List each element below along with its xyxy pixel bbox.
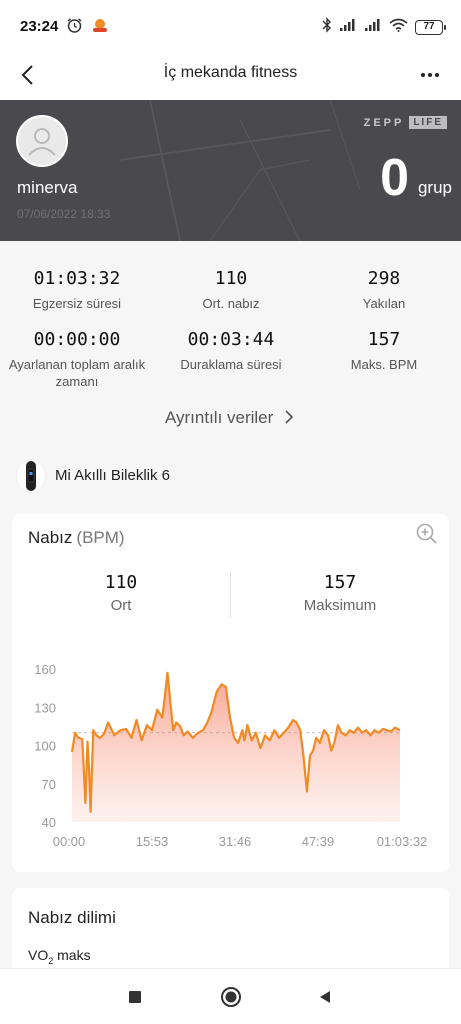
more-button[interactable] xyxy=(415,62,445,88)
signal-icon xyxy=(339,18,357,37)
hr-zone-title: Nabız dilimi xyxy=(28,908,116,927)
fitness-band-icon xyxy=(16,459,46,493)
stat-interval-time: 00:00:00 Ayarlanan toplam aralık zamanı xyxy=(8,329,146,389)
y-tick-label: 160 xyxy=(34,662,56,677)
avatar[interactable] xyxy=(16,115,68,167)
back-nav-icon xyxy=(320,991,330,1003)
x-tick-label: 31:46 xyxy=(219,834,252,849)
page-title: İç mekanda fitness xyxy=(163,64,298,81)
heart-rate-card: Nabız (BPM) 110 Ort 157 Maksimum 160 130 10… xyxy=(12,514,449,872)
hero-value: 0 xyxy=(380,149,409,207)
app-bar: İç mekanda fitness xyxy=(0,52,461,100)
more-icon xyxy=(421,73,425,77)
brand-logo: ZEPP LIFE xyxy=(364,116,447,129)
max-hr-stat: 157 Maksimum xyxy=(303,572,377,614)
username: minerva xyxy=(17,178,78,197)
bluetooth-icon xyxy=(322,17,332,38)
device-row[interactable]: Mi Akıllı Bileklik 6 xyxy=(0,455,461,499)
zoom-button[interactable] xyxy=(415,522,439,546)
user-icon xyxy=(28,128,56,156)
heart-rate-title: Nabız (BPM) xyxy=(28,528,125,547)
status-bar: 23:24 77 xyxy=(0,0,461,52)
workout-hero: minerva 07/06/2022 18:33 ZEPP LIFE 0 gru… xyxy=(0,100,461,241)
y-tick-label: 70 xyxy=(42,777,56,792)
heart-rate-area xyxy=(72,672,400,822)
home-button[interactable] xyxy=(216,984,246,1010)
workout-datetime: 07/06/2022 18:33 xyxy=(17,207,111,221)
zoom-in-icon xyxy=(416,523,437,544)
detailed-data-link[interactable]: Ayrıntılı veriler xyxy=(0,408,461,428)
brand-life: LIFE xyxy=(409,116,447,129)
recents-icon xyxy=(129,991,141,1003)
x-tick-label: 15:53 xyxy=(136,834,169,849)
stat-pause-duration: 00:03:44 Duraklama süresi xyxy=(180,329,282,372)
stats-grid: 01:03:32 Egzersiz süresi 110 Ort. nabız … xyxy=(0,241,461,451)
heart-rate-chart: 160 130 100 70 40 00:00 15:53 31:46 47:39 01:03:… xyxy=(34,662,428,849)
recents-button[interactable] xyxy=(120,984,150,1010)
battery-icon: 77 xyxy=(415,20,446,35)
chevron-right-icon xyxy=(285,410,294,424)
system-nav-bar xyxy=(0,968,461,1024)
notification-icon xyxy=(91,17,109,39)
divider xyxy=(230,572,231,618)
stat-max-bpm: 157 Maks. BPM xyxy=(350,329,418,372)
brand-zepp: ZEPP xyxy=(363,116,405,129)
alarm-icon xyxy=(66,17,83,39)
stat-exercise-duration: 01:03:32 Egzersiz süresi xyxy=(32,268,122,311)
back-button[interactable] xyxy=(14,60,44,90)
avg-hr-stat: 110 Ort xyxy=(104,572,138,614)
back-icon xyxy=(21,65,33,85)
status-time: 23:24 xyxy=(20,18,59,35)
detailed-data-label: Ayrıntılı veriler xyxy=(164,408,274,427)
signal-icon xyxy=(364,18,382,37)
x-tick-label: 00:00 xyxy=(53,834,86,849)
device-name: Mi Akıllı Bileklik 6 xyxy=(55,467,171,484)
x-tick-label: 01:03:32 xyxy=(377,834,428,849)
y-tick-label: 130 xyxy=(34,700,56,715)
stat-calories: 298 Yakılan xyxy=(362,268,406,311)
hero-unit: grup xyxy=(417,178,452,197)
back-nav-button[interactable] xyxy=(310,984,340,1010)
y-tick-label: 40 xyxy=(42,815,56,830)
home-icon xyxy=(221,987,241,1007)
map-background xyxy=(119,100,361,241)
wifi-icon xyxy=(389,18,408,37)
vo2-max-label: VO2 maks xyxy=(28,947,91,966)
heart-rate-line xyxy=(70,671,401,813)
y-tick-label: 100 xyxy=(34,739,56,754)
stat-avg-hr: 110 Ort. nabız xyxy=(202,268,260,311)
x-tick-label: 47:39 xyxy=(302,834,335,849)
